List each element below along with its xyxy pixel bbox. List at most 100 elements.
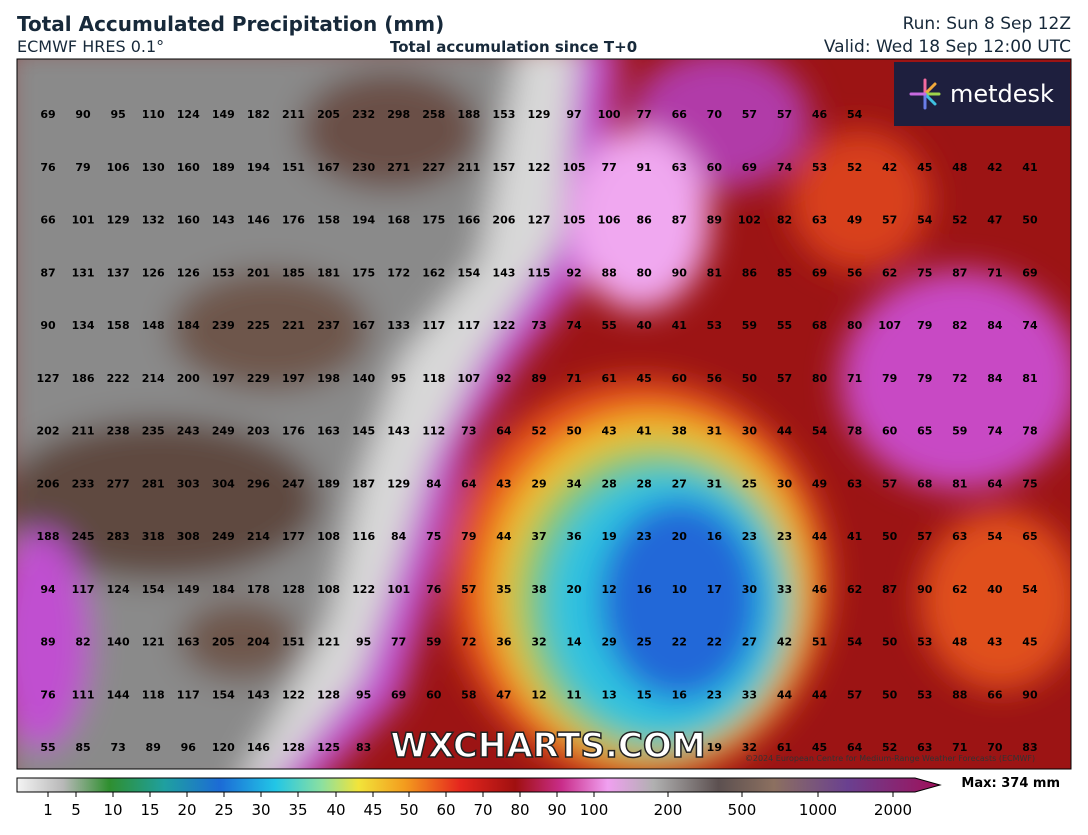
grid-value: 85 — [777, 266, 792, 279]
grid-value: 127 — [37, 372, 60, 385]
grid-value: 160 — [177, 161, 200, 174]
grid-value: 33 — [742, 688, 757, 701]
grid-value: 77 — [391, 636, 406, 649]
grid-value: 188 — [37, 530, 60, 543]
grid-value: 105 — [563, 214, 586, 227]
grid-value: 122 — [282, 688, 305, 701]
grid-value: 63 — [847, 477, 862, 490]
grid-value: 154 — [212, 688, 235, 701]
grid-value: 76 — [426, 583, 442, 596]
grid-value: 237 — [317, 319, 340, 332]
grid-value: 117 — [457, 319, 480, 332]
grid-value: 233 — [72, 477, 95, 490]
grid-value: 198 — [317, 372, 340, 385]
grid-value: 49 — [847, 214, 862, 227]
grid-value: 57 — [742, 108, 757, 121]
grid-value: 128 — [317, 688, 340, 701]
grid-value: 19 — [707, 741, 722, 754]
grid-value: 63 — [672, 161, 687, 174]
grid-value: 227 — [422, 161, 445, 174]
grid-value: 90 — [75, 108, 91, 121]
grid-value: 143 — [247, 688, 270, 701]
grid-value: 125 — [317, 741, 340, 754]
grid-value: 69 — [812, 266, 827, 279]
grid-value: 97 — [566, 108, 581, 121]
grid-value: 110 — [142, 108, 165, 121]
value-grid: 69 90 95 110 124 149 182 211 205 232 298 258 188 153 1… — [37, 108, 1038, 754]
grid-value: 80 — [637, 266, 653, 279]
grid-value: 80 — [847, 319, 863, 332]
grid-value: 121 — [142, 636, 165, 649]
grid-value: 50 — [882, 688, 898, 701]
grid-value: 62 — [882, 266, 897, 279]
colorbar-label: 2000 — [874, 801, 912, 819]
grid-value: 178 — [247, 583, 270, 596]
grid-value: 133 — [387, 319, 410, 332]
grid-value: 79 — [917, 319, 932, 332]
grid-value: 84 — [987, 319, 1003, 332]
colorbar-label: 1 — [43, 801, 53, 819]
grid-value: 194 — [247, 161, 270, 174]
grid-value: 28 — [637, 477, 652, 490]
grid-value: 83 — [1022, 741, 1037, 754]
grid-value: 84 — [426, 477, 442, 490]
grid-value: 43 — [601, 425, 616, 438]
grid-value: 96 — [181, 741, 197, 754]
grid-value: 111 — [72, 688, 95, 701]
grid-value: 117 — [422, 319, 445, 332]
grid-value: 74 — [987, 425, 1003, 438]
grid-value: 57 — [777, 108, 792, 121]
grid-value: 245 — [72, 530, 95, 543]
grid-value: 137 — [107, 266, 130, 279]
grid-value: 129 — [527, 108, 550, 121]
grid-value: 69 — [40, 108, 55, 121]
logo-icon — [909, 78, 941, 110]
grid-value: 53 — [917, 636, 932, 649]
grid-value: 102 — [738, 214, 761, 227]
grid-value: 146 — [247, 741, 270, 754]
grid-value: 101 — [72, 214, 95, 227]
grid-value: 116 — [352, 530, 375, 543]
grid-value: 144 — [107, 688, 130, 701]
grid-value: 154 — [142, 583, 165, 596]
grid-value: 258 — [422, 108, 445, 121]
grid-value: 182 — [247, 108, 270, 121]
grid-value: 54 — [1022, 583, 1038, 596]
grid-value: 187 — [352, 477, 375, 490]
grid-value: 90 — [40, 319, 56, 332]
grid-value: 117 — [177, 688, 200, 701]
grid-value: 52 — [531, 425, 546, 438]
grid-value: 166 — [457, 214, 480, 227]
grid-value: 88 — [601, 266, 616, 279]
grid-value: 76 — [40, 161, 56, 174]
grid-value: 79 — [75, 161, 90, 174]
grid-value: 206 — [37, 477, 60, 490]
grid-value: 118 — [422, 372, 445, 385]
colorbar-label: 1000 — [799, 801, 837, 819]
grid-value: 68 — [917, 477, 932, 490]
grid-value: 124 — [177, 108, 200, 121]
title: Total Accumulated Precipitation (mm) — [17, 12, 445, 36]
grid-value: 54 — [987, 530, 1003, 543]
grid-value: 222 — [107, 372, 130, 385]
grid-value: 95 — [356, 636, 371, 649]
grid-value: 86 — [637, 214, 653, 227]
grid-value: 239 — [212, 319, 235, 332]
grid-value: 89 — [146, 741, 161, 754]
subtitle: Total accumulation since T+0 — [390, 38, 638, 56]
grid-value: 65 — [1022, 530, 1037, 543]
grid-value: 42 — [777, 636, 792, 649]
grid-value: 189 — [317, 477, 340, 490]
grid-value: 153 — [212, 266, 235, 279]
colorbar-label: 100 — [580, 801, 609, 819]
grid-value: 91 — [637, 161, 652, 174]
grid-value: 151 — [282, 636, 305, 649]
grid-value: 75 — [426, 530, 441, 543]
grid-value: 153 — [492, 108, 515, 121]
grid-value: 84 — [987, 372, 1003, 385]
grid-value: 52 — [847, 161, 862, 174]
grid-value: 122 — [352, 583, 375, 596]
grid-value: 78 — [1022, 425, 1037, 438]
grid-value: 22 — [672, 636, 687, 649]
grid-value: 87 — [672, 214, 687, 227]
